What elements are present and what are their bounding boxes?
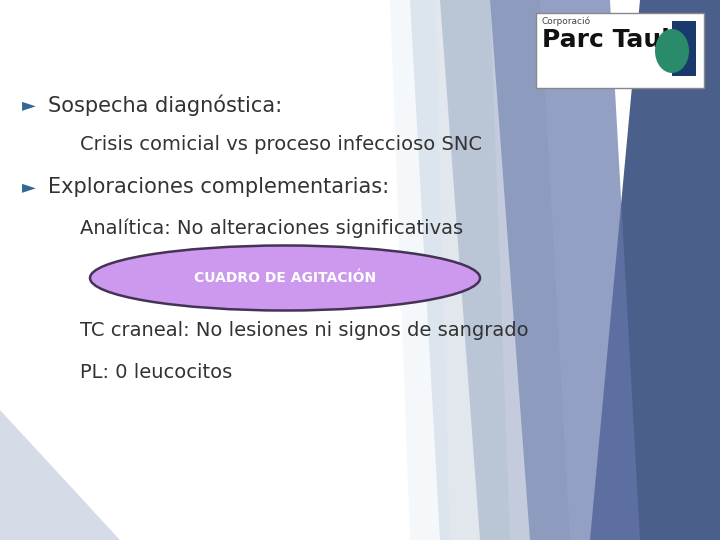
Bar xyxy=(672,21,696,76)
Text: ►: ► xyxy=(22,178,36,196)
Text: Corporació: Corporació xyxy=(542,17,591,26)
Polygon shape xyxy=(390,0,450,540)
Text: TC craneal: No lesiones ni signos de sangrado: TC craneal: No lesiones ni signos de san… xyxy=(80,321,528,340)
Polygon shape xyxy=(440,0,570,540)
Text: Exploraciones complementarias:: Exploraciones complementarias: xyxy=(48,177,389,197)
Text: Parc Taulí: Parc Taulí xyxy=(542,28,678,52)
Text: Crisis comicial vs proceso infeccioso SNC: Crisis comicial vs proceso infeccioso SN… xyxy=(80,136,482,154)
Polygon shape xyxy=(0,410,120,540)
Text: ►: ► xyxy=(22,96,36,114)
Polygon shape xyxy=(490,0,640,540)
FancyBboxPatch shape xyxy=(536,13,704,88)
Polygon shape xyxy=(590,0,720,540)
Text: CUADRO DE AGITACIÓN: CUADRO DE AGITACIÓN xyxy=(194,271,376,285)
Text: PL: 0 leucocitos: PL: 0 leucocitos xyxy=(80,362,233,381)
Ellipse shape xyxy=(90,246,480,310)
Polygon shape xyxy=(410,0,510,540)
Ellipse shape xyxy=(655,29,689,73)
Text: Analítica: No alteraciones significativas: Analítica: No alteraciones significativa… xyxy=(80,218,463,238)
Text: Sospecha diagnóstica:: Sospecha diagnóstica: xyxy=(48,94,282,116)
